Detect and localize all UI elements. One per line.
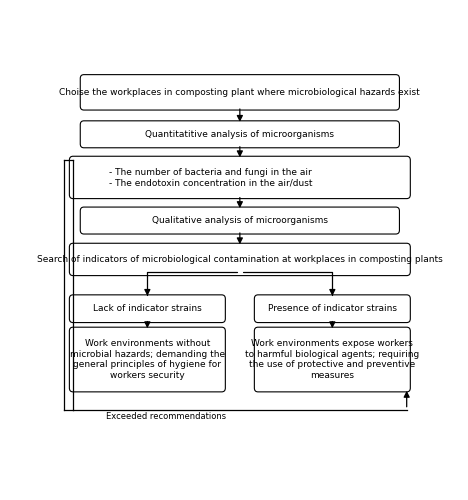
Text: - The number of bacteria and fungi in the air
- The endotoxin concentration in t: - The number of bacteria and fungi in th… (110, 168, 313, 187)
FancyBboxPatch shape (80, 207, 400, 234)
FancyBboxPatch shape (80, 74, 400, 110)
FancyBboxPatch shape (80, 121, 400, 148)
Text: Work environments expose workers
to harmful biological agents; requiring
the use: Work environments expose workers to harm… (245, 340, 419, 380)
Text: Search of indicators of microbiological contamination at workplaces in compostin: Search of indicators of microbiological … (37, 255, 443, 264)
Text: Work environments without
microbial hazards; demanding the
general principles of: Work environments without microbial haza… (70, 340, 225, 380)
FancyBboxPatch shape (255, 327, 410, 392)
Text: Presence of indicator strains: Presence of indicator strains (268, 304, 397, 313)
Text: Exceeded recommendations: Exceeded recommendations (106, 412, 226, 421)
FancyBboxPatch shape (69, 156, 410, 198)
FancyBboxPatch shape (69, 327, 226, 392)
Text: Qualitative analysis of microorganisms: Qualitative analysis of microorganisms (152, 216, 328, 225)
FancyBboxPatch shape (255, 295, 410, 322)
FancyBboxPatch shape (69, 295, 226, 322)
Text: Quantitatitive analysis of microorganisms: Quantitatitive analysis of microorganism… (146, 130, 334, 139)
Text: Choise the workplaces in composting plant where microbiological hazards exist: Choise the workplaces in composting plan… (59, 88, 420, 97)
Text: Lack of indicator strains: Lack of indicator strains (93, 304, 202, 313)
FancyBboxPatch shape (69, 244, 410, 276)
